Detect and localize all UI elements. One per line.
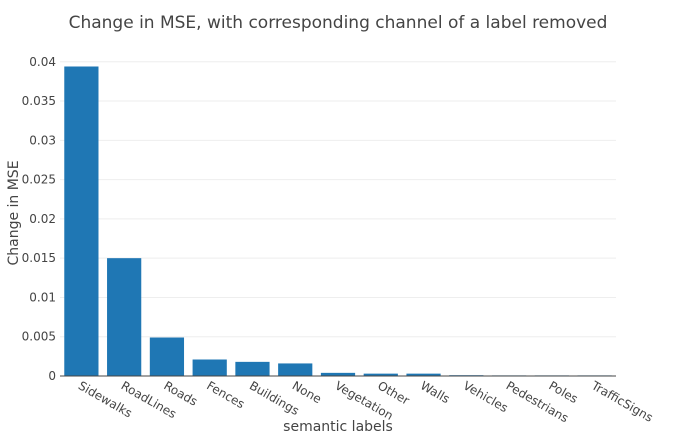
bar-buildings <box>235 361 270 376</box>
y-axis-label: Change in MSE <box>6 160 22 265</box>
bar-roadlines <box>107 258 142 376</box>
y-tick-label: 0.02 <box>29 212 56 226</box>
bar-sidewalks <box>64 66 99 376</box>
y-tick-label: 0 <box>48 369 56 383</box>
y-tick-label: 0.015 <box>22 251 56 265</box>
y-tick-label: 0.03 <box>29 133 56 147</box>
bar-walls <box>406 373 441 376</box>
y-tick-label: 0.025 <box>22 173 56 187</box>
y-tick-label: 0.035 <box>22 94 56 108</box>
bar-vegetation <box>320 372 356 376</box>
x-axis-label: semantic labels <box>283 419 393 435</box>
y-tick-label: 0.01 <box>29 290 56 304</box>
y-tick-label: 0.04 <box>29 55 56 69</box>
x-tick-label: Fences <box>204 378 247 411</box>
bar-other <box>363 373 398 376</box>
bar-roads <box>149 337 185 376</box>
bar-none <box>278 363 313 376</box>
x-tick-label: Vehicles <box>461 378 511 415</box>
bars <box>64 66 612 376</box>
y-tick-labels: 0 0.005 0.01 0.015 0.02 0.025 0.03 0.035 0.04 <box>22 55 56 383</box>
grid-lines <box>60 61 616 338</box>
bar-fences <box>192 359 227 376</box>
x-tick-label: Walls <box>418 378 452 406</box>
x-tick-label: TrafficSigns <box>588 378 655 425</box>
chart-title: Change in MSE, with corresponding channe… <box>68 13 608 33</box>
y-tick-label: 0.005 <box>22 330 56 344</box>
